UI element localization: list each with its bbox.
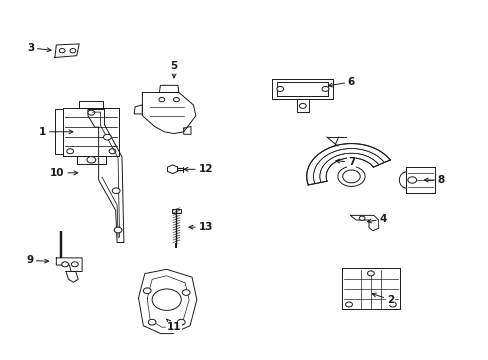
Text: 3: 3 [27,43,51,53]
Circle shape [87,157,96,163]
Circle shape [59,49,65,53]
Text: 6: 6 [328,77,354,87]
Polygon shape [63,108,119,156]
Polygon shape [350,215,378,231]
Circle shape [337,166,365,186]
Polygon shape [172,208,181,213]
Circle shape [112,188,120,194]
Circle shape [61,262,68,267]
Circle shape [70,49,76,53]
Circle shape [322,86,328,91]
Polygon shape [159,85,179,93]
Circle shape [152,289,181,310]
Circle shape [367,271,373,276]
Polygon shape [272,79,332,99]
Polygon shape [66,271,78,282]
Polygon shape [147,276,189,327]
Polygon shape [277,82,328,96]
Circle shape [109,149,116,154]
Polygon shape [138,269,197,334]
Text: 5: 5 [170,61,177,78]
Circle shape [71,262,78,267]
Circle shape [143,288,151,294]
Circle shape [177,319,185,325]
Text: 9: 9 [26,255,48,265]
Circle shape [359,216,365,220]
Circle shape [88,110,95,115]
Circle shape [342,170,360,183]
Polygon shape [142,93,196,134]
Polygon shape [134,105,142,114]
Polygon shape [55,109,63,154]
Polygon shape [342,269,399,310]
Text: 13: 13 [189,222,212,232]
Polygon shape [56,258,82,271]
Circle shape [345,302,352,307]
Text: 7: 7 [335,157,354,167]
Polygon shape [79,100,103,108]
Text: 8: 8 [424,175,444,185]
Polygon shape [406,167,434,193]
Polygon shape [88,109,123,243]
Text: 11: 11 [166,319,181,332]
Circle shape [388,302,395,307]
Circle shape [103,134,111,140]
Circle shape [276,86,283,91]
Text: 1: 1 [39,127,73,137]
Circle shape [159,98,164,102]
Polygon shape [296,99,308,112]
Circle shape [114,227,122,233]
Circle shape [182,290,190,296]
Polygon shape [167,165,177,174]
Polygon shape [183,126,191,134]
Text: 4: 4 [366,214,386,224]
Polygon shape [306,144,389,185]
Circle shape [67,149,73,154]
Text: 12: 12 [184,164,212,174]
Circle shape [407,177,416,183]
Text: 2: 2 [371,293,393,305]
Polygon shape [77,156,106,164]
Circle shape [299,103,305,108]
Circle shape [148,319,156,325]
Text: 10: 10 [50,168,78,178]
Polygon shape [55,44,79,58]
Circle shape [173,98,179,102]
